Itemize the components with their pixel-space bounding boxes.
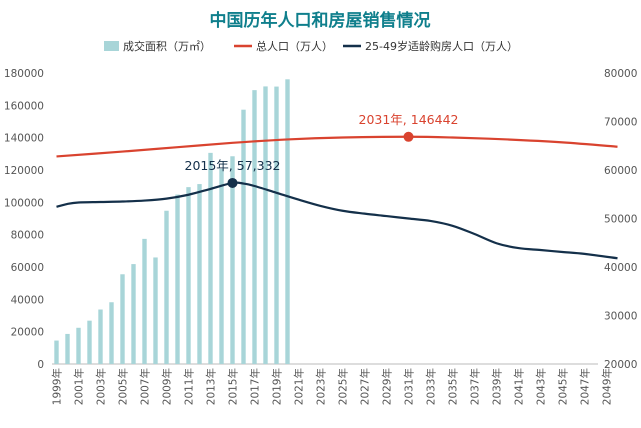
left-tick-label: 0: [37, 359, 44, 371]
buyer-population-line: [56, 181, 618, 260]
total-population-line: [56, 135, 618, 158]
x-tick-label: 2027年: [359, 368, 372, 405]
bar: [197, 184, 202, 364]
bar: [153, 257, 158, 364]
annotations: 2031年, 146442 2015年, 57,332: [185, 112, 459, 188]
x-tick-label: 2005年: [117, 368, 130, 405]
bar: [274, 86, 279, 364]
x-tick-label: 2019年: [271, 368, 284, 405]
line-series: [56, 135, 618, 260]
bar: [120, 274, 125, 364]
left-tick-label: 20000: [11, 327, 44, 339]
left-tick-label: 60000: [11, 262, 44, 274]
x-tick-label: 2039年: [491, 368, 504, 405]
left-tick-label: 140000: [4, 133, 44, 145]
x-tick-label: 2035年: [447, 368, 460, 405]
x-tick-label: 2045年: [557, 368, 570, 405]
x-tick-label: 2017年: [249, 368, 262, 405]
left-axis-ticks: 0 20000 40000 60000 80000 100000 120000 140000 1…: [4, 68, 44, 371]
left-tick-label: 120000: [4, 165, 44, 177]
right-tick-label: 30000: [604, 311, 637, 323]
bar-series: [54, 79, 290, 365]
annotation-label: 2015年, 57,332: [185, 158, 281, 173]
x-tick-label: 2041年: [513, 368, 526, 405]
chart-title: 中国历年人口和房屋销售情况: [210, 10, 431, 31]
x-tick-label: 2043年: [535, 368, 548, 405]
x-tick-label: 2003年: [95, 368, 108, 405]
x-tick-label: 2011年: [183, 368, 196, 405]
bar: [252, 90, 257, 365]
x-tick-label: 2021年: [293, 368, 306, 405]
x-tick-label: 2001年: [73, 368, 86, 405]
legend-swatch-bars: [104, 41, 119, 51]
bar: [164, 210, 169, 364]
x-tick-label: 2007年: [139, 368, 152, 405]
legend: 成交面积（万㎡） 总人口（万人） 25-49岁适龄购房人口（万人）: [104, 39, 518, 53]
bar: [76, 327, 81, 364]
right-axis-ticks: 20000 30000 40000 50000 60000 70000 80000: [604, 68, 637, 371]
bar: [208, 152, 213, 364]
x-axis-ticks: 1999年 2001年 2003年 2005年 2007年 2009年 2011年 2013年…: [51, 368, 614, 405]
right-tick-label: 20000: [604, 359, 637, 371]
legend-label-total: 总人口（万人）: [256, 39, 333, 53]
x-tick-label: 2047年: [579, 368, 592, 405]
left-tick-label: 40000: [11, 294, 44, 306]
bar: [65, 333, 70, 364]
x-tick-label: 2009年: [161, 368, 174, 405]
x-tick-label: 2029年: [381, 368, 394, 405]
left-tick-label: 80000: [11, 230, 44, 242]
bar: [230, 156, 235, 364]
annotation-label: 2031年, 146442: [359, 112, 459, 127]
bar: [109, 302, 114, 364]
right-tick-label: 60000: [604, 165, 637, 177]
bar: [241, 109, 246, 364]
x-tick-label: 2023年: [315, 368, 328, 405]
left-tick-label: 180000: [4, 68, 44, 80]
bar: [285, 79, 290, 365]
x-tick-label: 2033年: [425, 368, 438, 405]
annotation-marker: [403, 131, 414, 142]
x-tick-label: 2025年: [337, 368, 350, 405]
annotation-marker: [227, 177, 238, 188]
x-tick-label: 2031年: [403, 368, 416, 405]
right-tick-label: 40000: [604, 262, 637, 274]
x-tick-label: 2049年: [601, 368, 614, 405]
bar: [131, 264, 136, 364]
bar: [219, 169, 224, 364]
x-tick-label: 1999年: [51, 368, 64, 405]
bar: [87, 320, 92, 364]
left-tick-label: 160000: [4, 100, 44, 112]
right-tick-label: 70000: [604, 117, 637, 129]
x-tick-label: 2015年: [227, 368, 240, 405]
bar: [54, 340, 59, 364]
right-tick-label: 80000: [604, 68, 637, 80]
bar: [142, 238, 147, 364]
bar: [98, 309, 103, 364]
x-tick-label: 2013年: [205, 368, 218, 405]
bar: [186, 187, 191, 364]
x-tick-label: 2037年: [469, 368, 482, 405]
bar: [175, 194, 180, 364]
legend-label-buyers: 25-49岁适龄购房人口（万人）: [365, 39, 518, 53]
bar: [263, 86, 268, 364]
right-tick-label: 50000: [604, 214, 637, 226]
left-tick-label: 100000: [4, 197, 44, 209]
legend-label-bars: 成交面积（万㎡）: [123, 39, 211, 53]
